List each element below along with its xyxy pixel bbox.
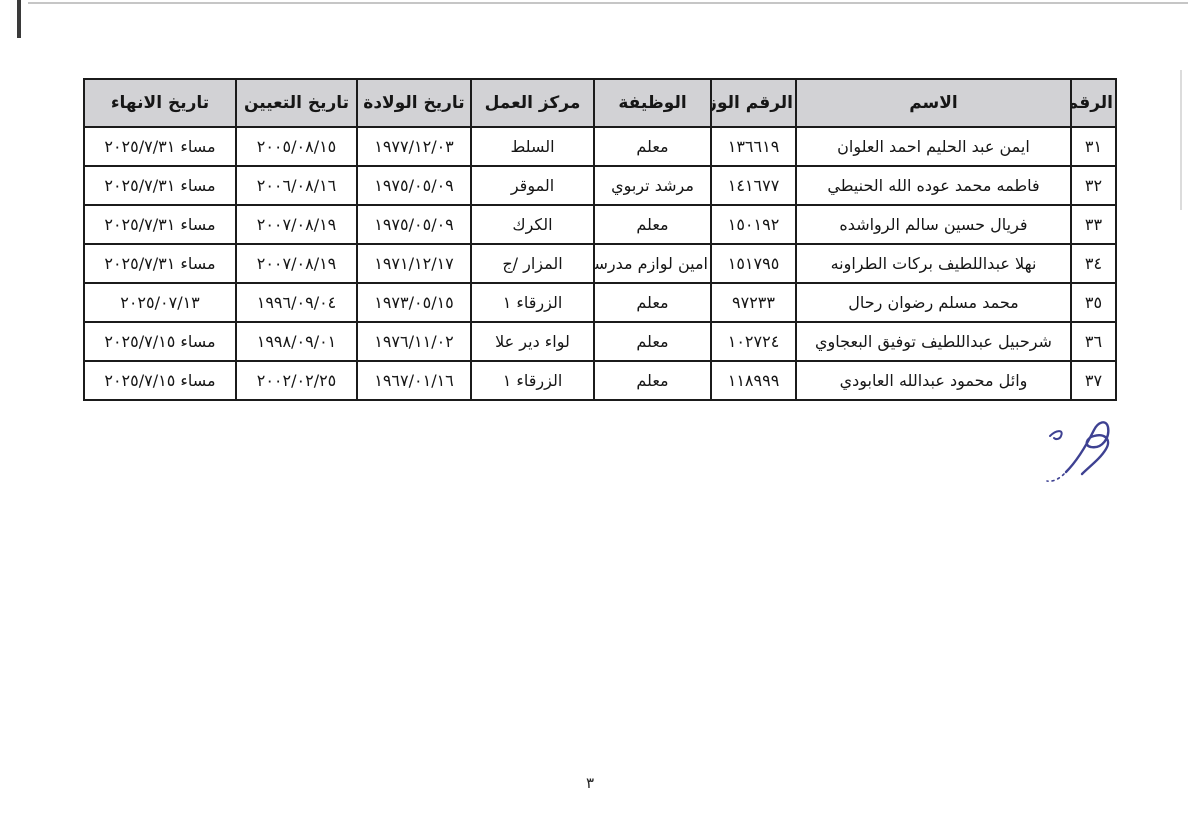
cell-ministry-number: ١٠٢٧٢٤ [710,321,797,362]
table-row: ٣٢ فاطمه محمد عوده الله الحنيطي ١٤١٦٧٧ م… [83,165,1117,206]
cell-ministry-number: ١٣٦٦١٩ [710,126,797,167]
cell-birth-date: ١٩٧٣/٠٥/١٥ [356,282,472,323]
table-row: ٣٤ نهلا عبداللطيف بركات الطراونه ١٥١٧٩٥ … [83,243,1117,284]
cell-name: فريال حسين سالم الرواشده [795,204,1072,245]
cell-work-center: المزار /ج [470,243,595,284]
cell-seq: ٣١ [1070,126,1117,167]
cell-seq: ٣٥ [1070,282,1117,323]
employee-roster-table: الرقم الاسم الرقم الوزاري الوظيفة مركز ا… [83,78,1117,401]
cell-appointment-date: ٢٠٠٥/٠٨/١٥ [235,126,358,167]
col-header-ministry-number: الرقم الوزاري [710,78,797,128]
cell-appointment-date: ٢٠٠٧/٠٨/١٩ [235,243,358,284]
cell-ministry-number: ٩٧٢٣٣ [710,282,797,323]
cell-work-center: السلط [470,126,595,167]
cell-end-date: مساء ٢٠٢٥/٧/٣١ [83,204,237,245]
col-header-end-date: تاريخ الانهاء [83,78,237,128]
cell-birth-date: ١٩٧٦/١١/٠٢ [356,321,472,362]
cell-work-center: الزرقاء ١ [470,360,595,401]
cell-name: شرحبيل عبداللطيف توفيق البعجاوي [795,321,1072,362]
cell-end-date: ٢٠٢٥/٠٧/١٣ [83,282,237,323]
cell-appointment-date: ٢٠٠٧/٠٨/١٩ [235,204,358,245]
cell-job: مرشد تربوي [593,165,712,206]
scan-edge-top [28,2,1188,4]
cell-seq: ٣٣ [1070,204,1117,245]
cell-ministry-number: ١١٨٩٩٩ [710,360,797,401]
table-row: ٣٧ وائل محمود عبدالله العابودي ١١٨٩٩٩ مع… [83,360,1117,401]
table-row: ٣٣ فريال حسين سالم الرواشده ١٥٠١٩٢ معلم … [83,204,1117,245]
cell-name: نهلا عبداللطيف بركات الطراونه [795,243,1072,284]
col-header-work-center: مركز العمل [470,78,595,128]
cell-appointment-date: ١٩٩٨/٠٩/٠١ [235,321,358,362]
table-header-row: الرقم الاسم الرقم الوزاري الوظيفة مركز ا… [83,78,1117,128]
cell-birth-date: ١٩٧٧/١٢/٠٣ [356,126,472,167]
page-number: ٣ [585,774,595,792]
scan-edge-right [1180,70,1182,210]
cell-seq: ٣٧ [1070,360,1117,401]
cell-job: معلم [593,282,712,323]
cell-birth-date: ١٩٧٥/٠٥/٠٩ [356,204,472,245]
cell-name: محمد مسلم رضوان رحال [795,282,1072,323]
table-row: ٣٥ محمد مسلم رضوان رحال ٩٧٢٣٣ معلم الزرق… [83,282,1117,323]
cell-name: فاطمه محمد عوده الله الحنيطي [795,165,1072,206]
col-header-name: الاسم [795,78,1072,128]
cell-job: معلم [593,204,712,245]
cell-end-date: مساء ٢٠٢٥/٧/١٥ [83,360,237,401]
cell-seq: ٣٦ [1070,321,1117,362]
cell-name: وائل محمود عبدالله العابودي [795,360,1072,401]
cell-work-center: الزرقاء ١ [470,282,595,323]
cell-job: امين لوازم مدرسه [593,243,712,284]
col-header-appointment-date: تاريخ التعيين [235,78,358,128]
cell-ministry-number: ١٥٠١٩٢ [710,204,797,245]
cell-end-date: مساء ٢٠٢٥/٧/١٥ [83,321,237,362]
cell-seq: ٣٤ [1070,243,1117,284]
cell-job: معلم [593,321,712,362]
cell-end-date: مساء ٢٠٢٥/٧/٣١ [83,243,237,284]
cell-name: ايمن عبد الحليم احمد العلوان [795,126,1072,167]
table-row: ٣٦ شرحبيل عبداللطيف توفيق البعجاوي ١٠٢٧٢… [83,321,1117,362]
cell-birth-date: ١٩٦٧/٠١/١٦ [356,360,472,401]
cell-birth-date: ١٩٧٥/٠٥/٠٩ [356,165,472,206]
cell-appointment-date: ١٩٩٦/٠٩/٠٤ [235,282,358,323]
cell-appointment-date: ٢٠٠٢/٠٢/٢٥ [235,360,358,401]
table-row: ٣١ ايمن عبد الحليم احمد العلوان ١٣٦٦١٩ م… [83,126,1117,167]
cell-job: معلم [593,126,712,167]
cell-ministry-number: ١٥١٧٩٥ [710,243,797,284]
cell-work-center: لواء دير علا [470,321,595,362]
cell-ministry-number: ١٤١٦٧٧ [710,165,797,206]
cell-end-date: مساء ٢٠٢٥/٧/٣١ [83,126,237,167]
col-header-seq: الرقم [1070,78,1117,128]
cell-appointment-date: ٢٠٠٦/٠٨/١٦ [235,165,358,206]
cell-work-center: الموقر [470,165,595,206]
cell-end-date: مساء ٢٠٢٥/٧/٣١ [83,165,237,206]
handwritten-signature [1046,421,1110,482]
cell-birth-date: ١٩٧١/١٢/١٧ [356,243,472,284]
cell-seq: ٣٢ [1070,165,1117,206]
cell-work-center: الكرك [470,204,595,245]
col-header-job: الوظيفة [593,78,712,128]
cell-job: معلم [593,360,712,401]
col-header-birth-date: تاريخ الولادة [356,78,472,128]
scan-edge-left [17,0,21,38]
